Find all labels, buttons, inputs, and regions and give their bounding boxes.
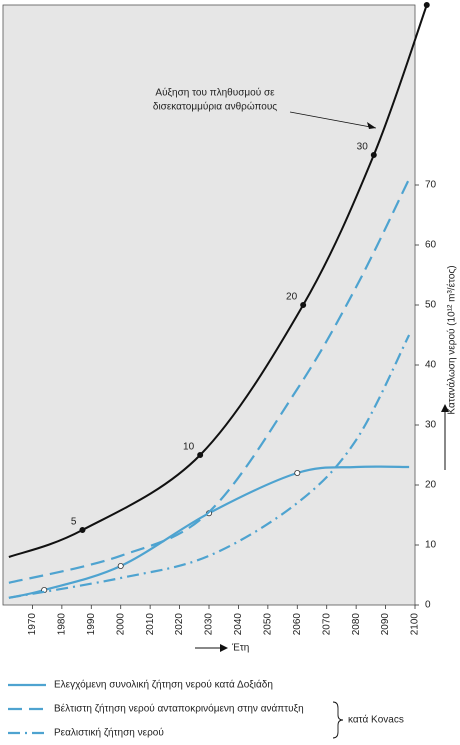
point-label: 40 bbox=[429, 0, 441, 3]
point-label: 20 bbox=[286, 292, 298, 303]
x-tick-label: 1980 bbox=[56, 613, 67, 636]
y-tick-label: 30 bbox=[425, 420, 437, 431]
point-marker bbox=[370, 151, 377, 158]
point-marker bbox=[294, 469, 301, 476]
x-tick-label: 2020 bbox=[174, 613, 185, 636]
y-axis-label: Κατανάλωση νερού (10¹² m³/έτος) bbox=[446, 265, 458, 414]
legend-label: Ρεαλιστική ζήτηση νερού bbox=[54, 727, 164, 739]
x-tick-label: 2030 bbox=[204, 613, 215, 636]
y-tick-label: 70 bbox=[425, 180, 437, 191]
y-tick-label: 60 bbox=[425, 240, 437, 251]
y-tick-label: 50 bbox=[425, 300, 437, 311]
y-tick-label: 0 bbox=[425, 600, 431, 611]
x-tick-label: 1990 bbox=[86, 613, 97, 636]
x-tick-label: 2000 bbox=[115, 613, 126, 636]
x-tick-label: 2040 bbox=[233, 613, 244, 636]
point-marker bbox=[117, 563, 124, 570]
point-marker bbox=[300, 301, 307, 308]
y-tick-label: 40 bbox=[425, 360, 437, 371]
legend-label: Βέλτιστη ζήτηση νερού ανταποκρινόμενη στ… bbox=[54, 703, 304, 715]
annotation-arrowhead bbox=[367, 122, 376, 129]
legend-group-label: κατά Kovacs bbox=[348, 714, 404, 726]
point-marker bbox=[79, 527, 86, 534]
annotation-arrow bbox=[289, 111, 377, 129]
x-axis-label: Έτη bbox=[231, 643, 249, 654]
x-tick-label: 2010 bbox=[145, 613, 156, 636]
x-tick-label: 2060 bbox=[292, 613, 303, 636]
point-marker bbox=[423, 2, 430, 8]
x-tick-label: 2050 bbox=[262, 613, 273, 636]
x-tick-label: 2070 bbox=[321, 613, 332, 636]
x-label-arrowhead bbox=[220, 644, 228, 652]
x-tick-label: 2100 bbox=[410, 613, 421, 636]
point-label: 10 bbox=[183, 442, 195, 453]
plot: 1970 1980 1990 2000 2010 2020 2030 2040 2050 2060… bbox=[8, 0, 441, 636]
x-tick-label: 2090 bbox=[380, 613, 391, 636]
y-tick-label: 10 bbox=[425, 540, 437, 551]
x-tick-label: 1970 bbox=[27, 613, 38, 636]
y-tick-label: 20 bbox=[425, 480, 437, 491]
point-label: 5 bbox=[71, 517, 77, 528]
legend-label: Ελεγχόμενη συνολική ζήτηση νερού κατά Δο… bbox=[54, 679, 273, 691]
x-tick-label: 2080 bbox=[351, 613, 362, 636]
series-line bbox=[8, 334, 411, 599]
legend-bracket bbox=[332, 701, 344, 739]
point-label: 30 bbox=[357, 142, 369, 153]
series-line bbox=[8, 178, 411, 584]
point-marker bbox=[197, 451, 204, 458]
y-label-arrowhead bbox=[441, 404, 449, 412]
annotation: δισεκατομμύρια ανθρώπους bbox=[153, 101, 277, 113]
annotation: Αύξηση του πληθυσμού σε bbox=[155, 87, 275, 99]
